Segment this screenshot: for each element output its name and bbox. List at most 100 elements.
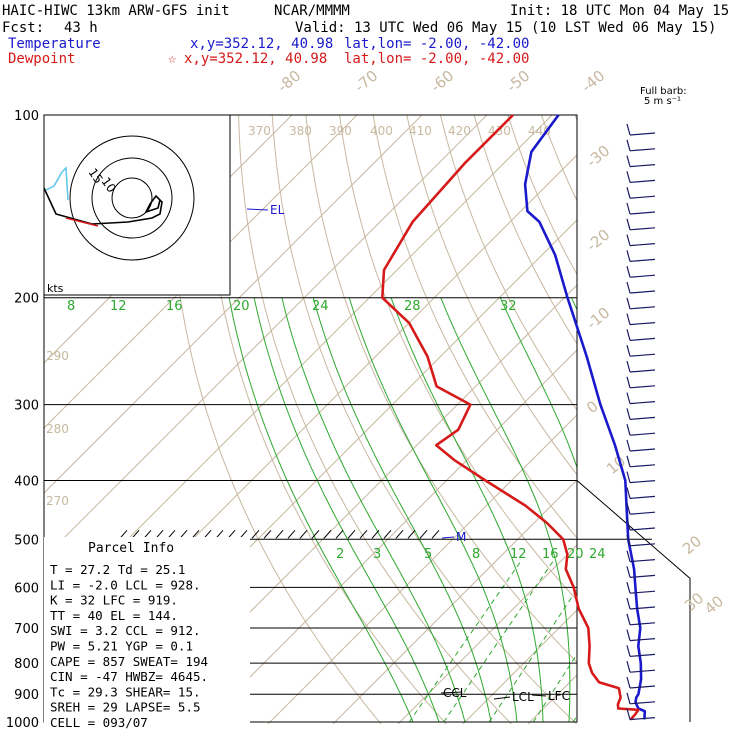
theta-label: 280 bbox=[46, 422, 69, 436]
wind-barb-flag bbox=[626, 439, 631, 452]
freezing-hatch bbox=[311, 529, 320, 539]
wind-barb-flag bbox=[626, 218, 631, 230]
level-label: CCL bbox=[443, 686, 467, 700]
dry-adiabat bbox=[169, 115, 382, 724]
freezing-hatch bbox=[335, 529, 344, 539]
wind-barb bbox=[629, 701, 656, 705]
isotherm-label: -80 bbox=[274, 67, 304, 97]
wind-barb-flag bbox=[626, 518, 631, 531]
mixing-ratio-label: 24 bbox=[589, 547, 606, 562]
level-label: LFC bbox=[548, 689, 570, 703]
moist-adiabat bbox=[253, 297, 440, 723]
freezing-hatch bbox=[227, 529, 236, 539]
moist-adiabat bbox=[281, 297, 466, 723]
moist-adiabat bbox=[499, 297, 577, 470]
moist-adiabat-label: 32 bbox=[500, 299, 517, 314]
wind-barb-flag bbox=[626, 171, 631, 183]
freezing-hatch bbox=[191, 529, 200, 539]
moist-adiabat-label: 28 bbox=[404, 299, 421, 314]
dry-adiabat bbox=[372, 115, 577, 539]
wind-barb bbox=[629, 179, 656, 183]
level-marker-tick bbox=[493, 696, 511, 700]
freezing-hatch bbox=[143, 529, 152, 539]
pressure-tick-label: 200 bbox=[14, 292, 39, 307]
wind-barb bbox=[629, 717, 656, 721]
isotherm bbox=[462, 609, 577, 724]
wind-barb-flag bbox=[626, 487, 631, 499]
dewpoint-legend: Dewpoint bbox=[8, 51, 76, 67]
freezing-hatch bbox=[119, 529, 128, 539]
mixing-ratio-label: 8 bbox=[472, 547, 480, 562]
dry-adiabat bbox=[305, 115, 577, 664]
moist-adiabat bbox=[390, 297, 544, 723]
wind-barb bbox=[629, 227, 656, 231]
freezing-hatch bbox=[323, 529, 332, 539]
freezing-hatch bbox=[131, 529, 140, 539]
barb-legend-line1: Full barb: bbox=[640, 86, 687, 97]
parcel-info-line: SREH = 29 LAPSE= 5.5 bbox=[50, 700, 201, 715]
wind-barb-flag bbox=[626, 376, 631, 388]
moist-adiabat-label: 8 bbox=[67, 299, 75, 314]
freezing-hatch bbox=[299, 529, 308, 539]
isotherm bbox=[712, 87, 740, 735]
pressure-tick-label: 800 bbox=[14, 657, 39, 672]
wind-barb-flag bbox=[626, 345, 631, 357]
theta-label: 390 bbox=[329, 124, 352, 138]
dewpoint-xy: x,y=352.12, 40.98 bbox=[184, 51, 328, 67]
wind-barb bbox=[629, 495, 656, 499]
isotherm-label: -60 bbox=[427, 67, 457, 97]
moist-adiabat-label: 20 bbox=[233, 299, 250, 314]
dry-adiabat bbox=[338, 115, 577, 602]
isotherm bbox=[647, 87, 740, 735]
wind-barbs bbox=[626, 123, 656, 721]
moist-adiabat bbox=[228, 297, 414, 723]
theta-label: 270 bbox=[46, 494, 69, 508]
dewpoint-latlon: lat,lon= -2.00, -42.00 bbox=[344, 51, 530, 67]
dewpoint-marker: ☆ bbox=[168, 51, 177, 67]
parcel-info-line: TT = 40 EL = 144. bbox=[50, 608, 178, 623]
dry-adiabat bbox=[598, 87, 740, 735]
wind-barb-flag bbox=[626, 661, 631, 673]
dry-adiabat bbox=[728, 87, 740, 735]
freezing-hatch bbox=[407, 529, 416, 539]
parcel-info-line: SWI = 3.2 CCL = 912. bbox=[50, 623, 201, 638]
freezing-hatch bbox=[263, 529, 272, 539]
moist-adiabat bbox=[673, 298, 739, 722]
wind-barb bbox=[629, 432, 656, 436]
mixing-ratio-line bbox=[626, 560, 724, 722]
level-marker-tick bbox=[531, 694, 547, 697]
wind-barb bbox=[629, 685, 656, 689]
wind-barb bbox=[629, 195, 656, 199]
mixing-ratio-label: 3 bbox=[373, 547, 381, 562]
dry-adiabat bbox=[439, 115, 577, 412]
level-marker-tick bbox=[440, 691, 463, 694]
moist-adiabat-label: 12 bbox=[110, 299, 127, 314]
mixing-ratio-line bbox=[443, 559, 555, 723]
freezing-hatch bbox=[395, 529, 404, 539]
wind-barb bbox=[629, 306, 656, 310]
hodo-trace-upper bbox=[45, 166, 69, 201]
wind-barb-flag bbox=[626, 692, 631, 704]
freezing-hatch bbox=[239, 529, 248, 539]
isotherm-label: 40 bbox=[701, 592, 727, 618]
isotherm-label: -50 bbox=[503, 67, 533, 97]
wind-barb bbox=[629, 322, 656, 326]
freezing-hatch bbox=[287, 529, 296, 539]
mixing-ratio-label: 2 bbox=[336, 547, 344, 562]
wind-barb bbox=[629, 590, 656, 594]
dry-adiabat bbox=[238, 115, 513, 724]
wind-barb-flag bbox=[626, 566, 631, 578]
wind-barb-flag bbox=[626, 329, 631, 341]
freezing-hatch bbox=[383, 529, 392, 539]
wind-barb-flag bbox=[626, 550, 631, 562]
parcel-info-line: K = 32 LFC = 919. bbox=[50, 593, 178, 608]
parcel-info-line: T = 27.2 Td = 25.1 bbox=[50, 562, 185, 577]
wind-barb-flag bbox=[626, 281, 631, 294]
isotherm-label: -10 bbox=[583, 304, 613, 334]
isotherm bbox=[267, 414, 577, 724]
isotherm bbox=[397, 544, 577, 724]
wind-barb-flag bbox=[626, 139, 631, 151]
org-label: NCAR/MMMM bbox=[274, 3, 350, 19]
dry-adiabat bbox=[540, 115, 577, 202]
wind-barb bbox=[629, 638, 656, 642]
